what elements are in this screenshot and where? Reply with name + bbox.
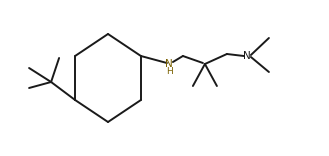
Text: N: N [243,51,251,61]
Text: N: N [165,59,173,69]
Text: H: H [166,66,173,76]
